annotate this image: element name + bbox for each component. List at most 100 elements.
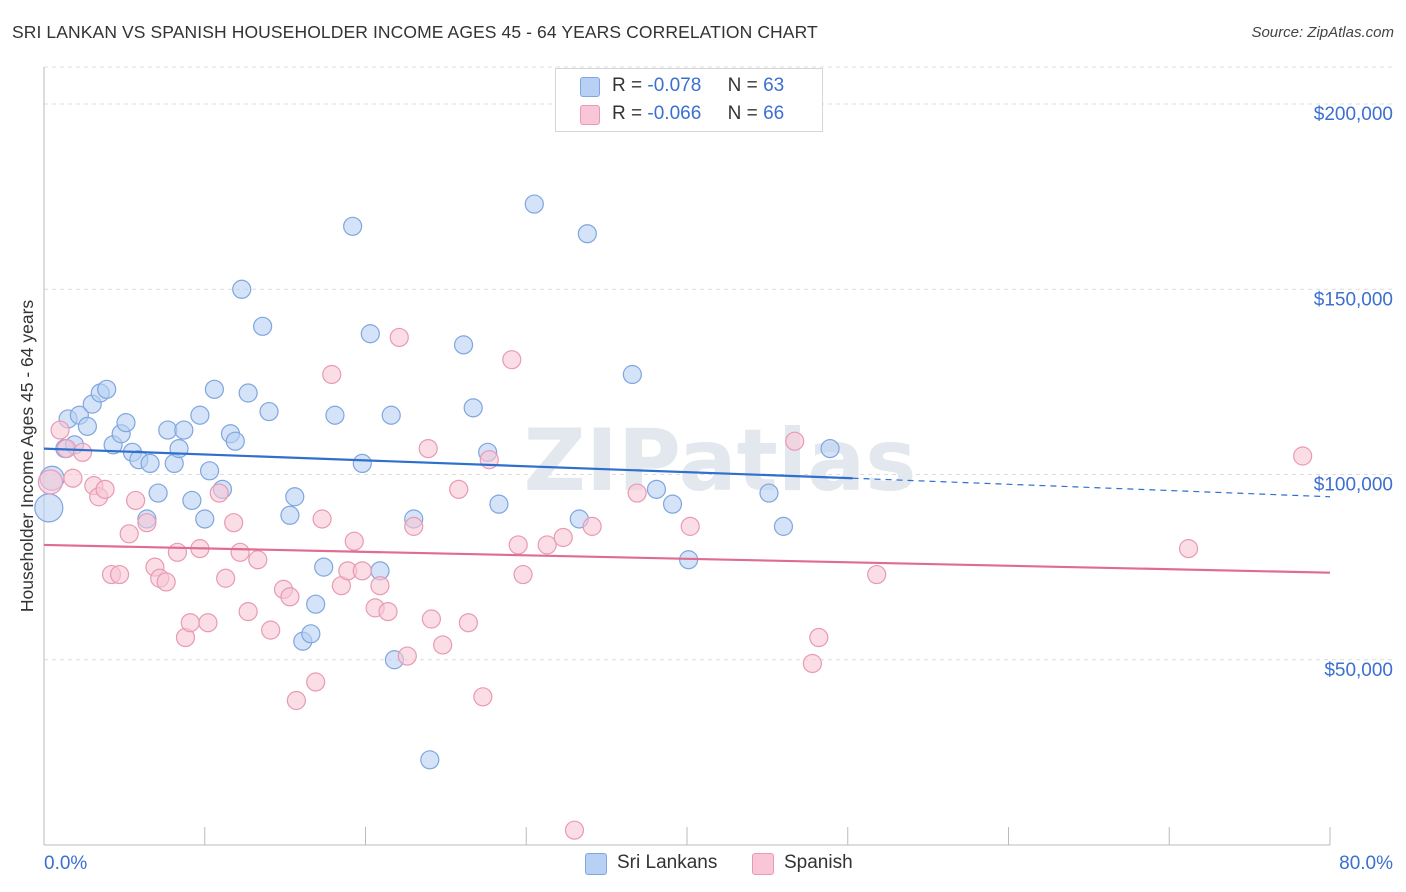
data-point (1293, 446, 1313, 466)
data-point (1178, 539, 1199, 559)
data-point (137, 513, 157, 533)
stats-box: R = -0.078 N = 63 R = -0.066 N = 66 (555, 68, 823, 132)
data-point (381, 405, 401, 425)
data-point (34, 493, 64, 523)
data-point (352, 561, 372, 581)
data-point (453, 335, 474, 355)
data-point (126, 490, 146, 511)
data-point (463, 398, 483, 418)
n-value-sri-lankans: 63 (763, 75, 785, 96)
data-point (524, 194, 544, 214)
data-point (537, 535, 557, 555)
data-point (553, 527, 573, 548)
data-point (224, 513, 244, 533)
trendline-sri-lankans (43, 447, 853, 480)
y-tick-label: $50,000 (1324, 660, 1393, 681)
data-point (216, 568, 236, 588)
data-point (627, 483, 647, 503)
data-point (577, 224, 597, 244)
data-point (109, 564, 130, 585)
data-point (230, 542, 250, 562)
data-point (473, 687, 493, 707)
stats-swatch-blue (580, 77, 600, 97)
data-point (306, 672, 326, 692)
data-point (190, 405, 210, 425)
data-point (418, 438, 438, 459)
data-point (182, 490, 202, 511)
y-axis-label: Householder Income Ages 45 - 64 years (17, 300, 37, 613)
legend-label: Spanish (784, 852, 853, 873)
x-tick-label: 0.0% (44, 853, 87, 874)
data-point (97, 379, 117, 399)
data-point (232, 279, 252, 299)
data-point (809, 627, 829, 648)
data-point (37, 469, 64, 495)
data-point (352, 453, 372, 474)
data-point (95, 479, 115, 499)
chart-title: SRI LANKAN VS SPANISH HOUSEHOLDER INCOME… (12, 22, 818, 42)
legend-swatch-blue (585, 853, 607, 875)
data-point (253, 316, 273, 336)
data-point (156, 572, 176, 592)
data-point (802, 653, 822, 674)
n-value-spanish: 66 (763, 103, 785, 124)
data-point (301, 624, 321, 644)
data-point (148, 483, 168, 503)
y-tick-label: $150,000 (1314, 289, 1393, 310)
n-label: N = (727, 103, 758, 124)
data-point (513, 564, 533, 585)
data-point (449, 479, 469, 499)
data-point (225, 431, 245, 451)
data-point (209, 483, 229, 503)
data-point (238, 383, 258, 403)
data-point (72, 442, 93, 462)
r-value-sri-lankans: -0.078 (647, 75, 702, 96)
trendline-sri-lankans-extension (852, 477, 1331, 498)
data-point (564, 820, 585, 840)
trendline-spanish (43, 543, 1331, 574)
r-value-spanish: -0.066 (647, 103, 702, 124)
data-point (180, 613, 200, 633)
data-point (343, 216, 363, 236)
data-point (397, 646, 417, 666)
data-point (344, 531, 364, 551)
data-point (420, 750, 440, 770)
data-point (50, 420, 70, 440)
data-point (404, 516, 424, 536)
legend-swatch-pink (752, 853, 774, 875)
series-spanish (37, 327, 1313, 840)
data-point (259, 401, 279, 422)
data-point (322, 364, 342, 385)
data-point (195, 509, 215, 529)
data-point (286, 690, 306, 711)
r-label: R = (612, 103, 643, 124)
data-point (280, 505, 300, 525)
data-point (285, 487, 305, 507)
data-point (502, 350, 522, 370)
data-point (773, 516, 794, 536)
r-label: R = (612, 75, 643, 96)
data-point (370, 576, 390, 596)
data-point (119, 524, 139, 544)
data-point (198, 613, 218, 633)
data-point (622, 364, 642, 385)
data-point (646, 479, 667, 499)
watermark: ZIPatlas (524, 411, 917, 511)
n-label: N = (727, 75, 758, 96)
data-point (759, 483, 779, 503)
data-point (867, 564, 887, 585)
data-point (261, 620, 281, 640)
data-point (199, 461, 220, 481)
data-point (820, 438, 840, 459)
stats-swatch-pink (580, 105, 600, 125)
data-point (378, 601, 398, 622)
stats-text-spanish: R = -0.066 N = 66 (612, 103, 784, 125)
data-point (174, 420, 194, 440)
data-point (306, 594, 326, 614)
data-point (140, 453, 160, 474)
stats-text-sri-lankans: R = -0.078 N = 63 (612, 75, 784, 97)
data-point (158, 420, 178, 440)
data-point (63, 468, 83, 488)
data-point (169, 438, 189, 459)
